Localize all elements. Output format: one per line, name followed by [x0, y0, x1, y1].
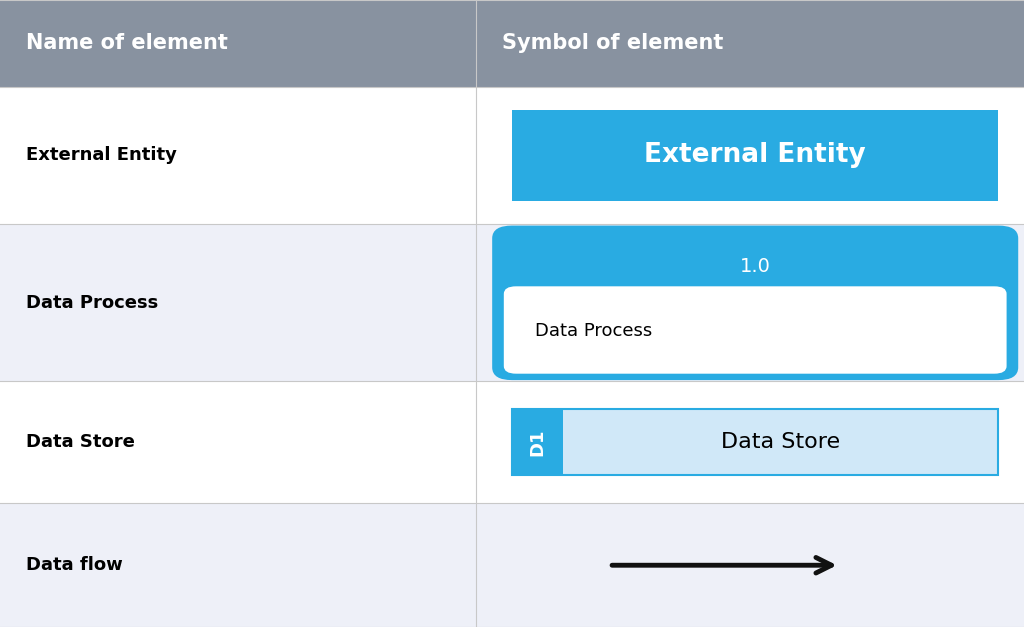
Text: Data flow: Data flow [26, 556, 122, 574]
Bar [0, 224, 1024, 381]
Bar [512, 110, 998, 201]
Bar [563, 409, 998, 475]
Bar [518, 292, 992, 367]
Bar [0, 503, 1024, 627]
FancyBboxPatch shape [504, 287, 1007, 374]
Bar [512, 409, 563, 475]
Bar [512, 409, 998, 475]
Text: Symbol of element: Symbol of element [502, 33, 723, 53]
Text: Data Store: Data Store [721, 433, 841, 452]
Text: Data Process: Data Process [535, 322, 652, 340]
FancyBboxPatch shape [494, 227, 1017, 379]
Text: 1.0: 1.0 [739, 257, 771, 276]
Text: External Entity: External Entity [26, 147, 176, 164]
Text: Data Process: Data Process [26, 294, 158, 312]
Text: External Entity: External Entity [644, 142, 866, 169]
Text: Name of element: Name of element [26, 33, 227, 53]
Bar [0, 87, 1024, 224]
Text: D1: D1 [528, 429, 547, 456]
Bar [0, 0, 1024, 87]
Text: Data Store: Data Store [26, 433, 134, 451]
Bar [0, 381, 1024, 503]
